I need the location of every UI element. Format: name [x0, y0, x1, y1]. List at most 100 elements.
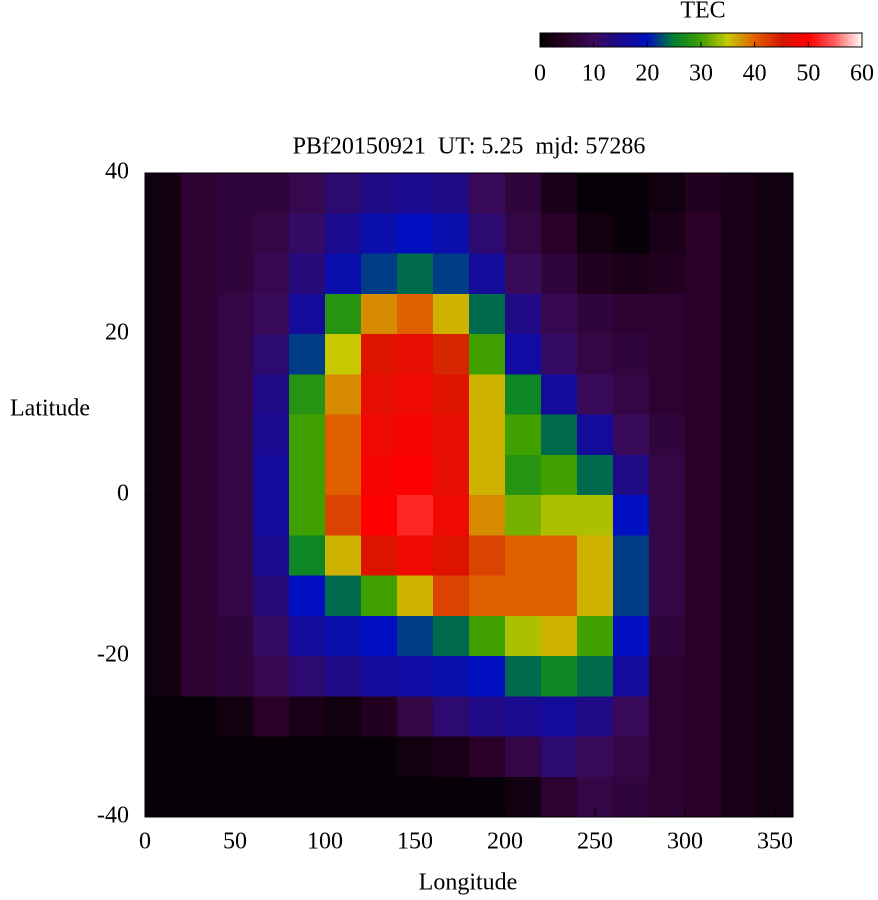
heatmap-cell: [397, 414, 434, 456]
heatmap-cell: [253, 615, 290, 657]
heatmap-cell: [577, 213, 614, 254]
heatmap-cell: [361, 575, 398, 617]
heatmap-cell: [145, 454, 182, 496]
heatmap-cell: [433, 535, 470, 576]
chart-title: PBf20150921 UT: 5.25 mjd: 57286: [293, 134, 646, 160]
heatmap-cell: [469, 334, 506, 375]
heatmap-cell: [541, 575, 578, 617]
heatmap-cell: [613, 173, 650, 214]
heatmap-cell: [613, 253, 650, 295]
heatmap-cell: [469, 776, 506, 818]
heatmap-cell: [325, 696, 362, 737]
heatmap-cell: [181, 454, 218, 496]
heatmap-cell: [721, 334, 758, 375]
x-tick-label: 0: [139, 829, 151, 855]
heatmap-cell: [685, 575, 722, 617]
heatmap-cell: [577, 253, 614, 295]
y-tick-label: 0: [117, 481, 129, 507]
heatmap-cell: [577, 334, 614, 375]
heatmap-cell: [325, 253, 362, 295]
heatmap-cell: [433, 253, 470, 295]
heatmap-cell: [577, 454, 614, 496]
heatmap-cell: [685, 495, 722, 536]
heatmap-cell: [721, 696, 758, 737]
heatmap-cell: [145, 213, 182, 254]
heatmap-cell: [577, 293, 614, 335]
heatmap-cell: [613, 535, 650, 576]
heatmap-cell: [613, 293, 650, 335]
heatmap-cell: [289, 495, 326, 536]
heatmap-cell: [685, 414, 722, 456]
heatmap-cell: [145, 173, 182, 214]
x-tick-label: 300: [667, 829, 703, 855]
heatmap-cell: [685, 696, 722, 737]
heatmap-cell: [361, 535, 398, 576]
heatmap-cell: [685, 374, 722, 415]
heatmap-cell: [361, 776, 398, 818]
heatmap-cell: [541, 414, 578, 456]
heatmap-cell: [541, 656, 578, 697]
heatmap-cell: [397, 293, 434, 335]
heatmap-cell: [757, 293, 794, 335]
heatmap-cell: [145, 293, 182, 335]
y-tick-label: 40: [105, 159, 129, 185]
y-axis-label: Latitude: [10, 396, 90, 422]
heatmap-cell: [685, 736, 722, 778]
heatmap-cell: [541, 253, 578, 295]
heatmap-cell: [361, 454, 398, 496]
heatmap-cell: [685, 535, 722, 576]
heatmap-cell: [469, 495, 506, 536]
heatmap-cell: [505, 253, 542, 295]
heatmap-cell: [325, 495, 362, 536]
heatmap-cell: [685, 253, 722, 295]
heatmap-cell: [325, 656, 362, 697]
heatmap-cell: [253, 454, 290, 496]
heatmap-cell: [397, 253, 434, 295]
colorbar-tick-label: 50: [796, 61, 820, 87]
heatmap-cell: [613, 374, 650, 415]
heatmap-cell: [721, 454, 758, 496]
heatmap-cell: [325, 535, 362, 576]
y-tick-label: 20: [105, 320, 129, 346]
heatmap-cell: [541, 213, 578, 254]
heatmap-cell: [217, 173, 254, 214]
heatmap-cell: [721, 495, 758, 536]
heatmap-cell: [469, 454, 506, 496]
heatmap-cell: [541, 535, 578, 576]
heatmap-cell: [757, 414, 794, 456]
heatmap-cell: [289, 253, 326, 295]
heatmap-cell: [757, 736, 794, 778]
x-tick-label: 200: [487, 829, 523, 855]
heatmap-cell: [253, 736, 290, 778]
heatmap-cell: [289, 696, 326, 737]
heatmap-cell: [361, 495, 398, 536]
heatmap-cell: [613, 495, 650, 536]
heatmap-cell: [181, 656, 218, 697]
heatmap-cell: [613, 776, 650, 818]
heatmap-cell: [577, 173, 614, 214]
heatmap-cell: [145, 696, 182, 737]
heatmap-cell: [397, 736, 434, 778]
heatmap-cell: [145, 495, 182, 536]
heatmap-cell: [145, 575, 182, 617]
heatmap-cell: [145, 615, 182, 657]
heatmap-cell: [289, 615, 326, 657]
heatmap-cell: [541, 173, 578, 214]
heatmap-cell: [469, 575, 506, 617]
heatmap-cell: [649, 736, 686, 778]
heatmap-cell: [757, 495, 794, 536]
heatmap-cell: [325, 454, 362, 496]
colorbar-tick-label: 40: [743, 61, 767, 87]
heatmap-cell: [433, 776, 470, 818]
heatmap-cell: [397, 334, 434, 375]
heatmap-cell: [757, 696, 794, 737]
heatmap-cell: [361, 696, 398, 737]
heatmap-cell: [145, 334, 182, 375]
heatmap-cell: [361, 253, 398, 295]
heatmap-cell: [253, 696, 290, 737]
heatmap-cell: [469, 736, 506, 778]
heatmap-cell: [253, 776, 290, 818]
heatmap-cell: [613, 656, 650, 697]
heatmap-cell: [469, 253, 506, 295]
heatmap-cell: [649, 454, 686, 496]
